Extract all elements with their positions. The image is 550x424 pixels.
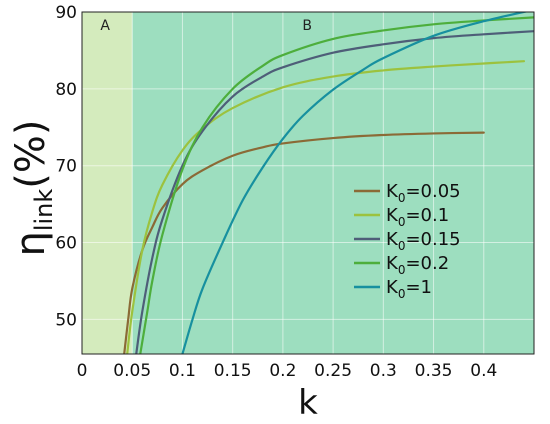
legend-entry-base: K: [386, 181, 399, 202]
legend-entry-sub: 0: [398, 215, 406, 229]
legend-entry-base: K: [386, 229, 399, 250]
x-tick-label: 0.1: [169, 361, 196, 381]
legend-entry-base: K: [386, 205, 399, 226]
legend-entry: K0=0.05: [386, 181, 461, 205]
legend-entry-value: =0.1: [405, 205, 449, 226]
region-a: [82, 12, 133, 354]
y-axis-label: ηlink(%): [8, 119, 58, 256]
legend-entry: K0=0.15: [386, 229, 461, 253]
legend-entry-value: =0.05: [405, 181, 460, 202]
legend-entry-sub: 0: [398, 239, 406, 253]
series-line-k0-0-1: [126, 60, 526, 354]
y-tick-label: 90: [55, 3, 77, 23]
grid-layer: [81, 11, 534, 354]
x-tick-label: 0.4: [470, 361, 497, 381]
x-tick-label: 0.2: [269, 361, 296, 381]
y-axis-label-suffix: (%): [8, 119, 54, 188]
x-tick-label: 0.35: [415, 361, 453, 381]
x-tick-label: 0.25: [314, 361, 352, 381]
y-tick-label: 70: [55, 157, 77, 177]
series-line-k0-0-2: [139, 16, 534, 354]
legend-entry-sub: 0: [398, 191, 406, 205]
region-label-a: A: [100, 18, 110, 34]
x-tick-label: 0.15: [214, 361, 252, 381]
series-line-k0-0-05: [123, 131, 485, 354]
x-tick-label: 0.3: [370, 361, 397, 381]
legend-entry-value: =0.15: [405, 229, 460, 250]
legend-entry-sub: 0: [398, 263, 406, 277]
legend-entry-base: K: [386, 253, 399, 274]
legend-entry: K0=0.1: [386, 205, 449, 229]
y-tick-label: 60: [55, 234, 77, 254]
x-axis-label: k: [298, 383, 318, 423]
x-tick-label: 0: [77, 361, 88, 381]
x-tick-label: 0.05: [113, 361, 151, 381]
y-tick-label: 50: [55, 310, 77, 330]
tick-layer: 0 0.05 0.1 0.15 0.2 0.25 0.3 0.35 0.4 50 60 70 80 90: [55, 3, 497, 381]
series-layer: [123, 12, 534, 354]
legend-entry-value: =1: [405, 277, 432, 298]
y-axis-label-sub: link: [30, 189, 58, 232]
legend-entry-base: K: [386, 277, 399, 298]
legend-entry: K0=1: [386, 277, 432, 301]
legend-entry: K0=0.2: [386, 253, 449, 277]
region-label-b: B: [302, 18, 312, 34]
plot-frame: [81, 11, 535, 355]
series-line-k0-1: [181, 12, 529, 354]
legend-entry-value: =0.2: [405, 253, 449, 274]
y-axis-label-main: η: [8, 231, 54, 256]
legend-entry-sub: 0: [398, 287, 406, 301]
y-tick-label: 80: [55, 80, 77, 100]
